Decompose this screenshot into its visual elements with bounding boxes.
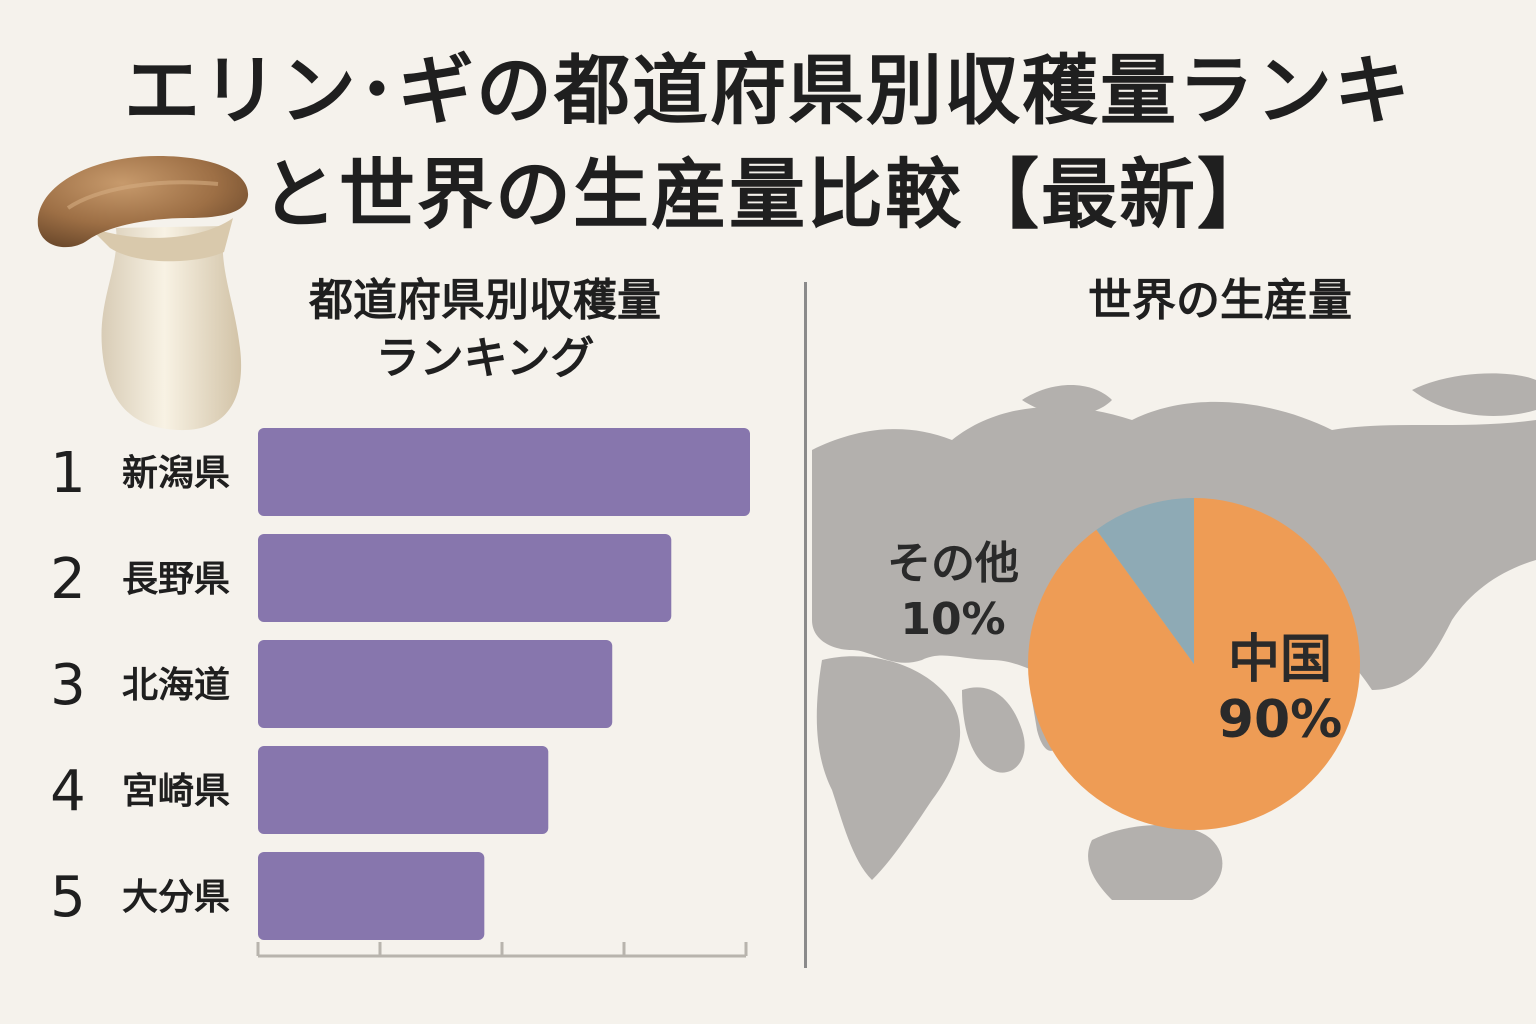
pie-slice-other: [1096, 498, 1194, 664]
rank-number: 3: [50, 653, 86, 718]
prefecture-label: 宮崎県: [122, 771, 230, 812]
rank-number: 1: [50, 441, 86, 506]
ranking-heading-line-1: 都道府県別収穫量: [309, 275, 661, 326]
ranking-heading: 都道府県別収穫量 ランキング: [250, 272, 720, 388]
bar-5: [258, 852, 485, 940]
rank-number: 5: [50, 865, 86, 930]
bar-3: [258, 640, 613, 728]
prefecture-label: 北海道: [122, 665, 230, 706]
rank-number: 2: [50, 547, 86, 612]
pie-label-other-value: 10%: [900, 594, 1006, 645]
world-production-heading: 世界の生産量: [1088, 275, 1352, 326]
section-divider: [804, 282, 807, 968]
bar-1: [258, 428, 750, 516]
world-production-pie-chart: [1028, 498, 1360, 830]
ranking-bar-chart: 1 新潟県 2 長野県 3 北海道 4 宮崎県 5 大分県: [50, 428, 750, 958]
pie-label-china-value: 90%: [1217, 690, 1343, 750]
pie-label-china: 中国 90%: [1200, 630, 1360, 750]
pie-label-other-name: その他: [887, 538, 1019, 589]
prefecture-label: 新潟県: [122, 453, 230, 494]
bar-4: [258, 746, 549, 834]
rank-number: 4: [50, 759, 86, 824]
ranking-heading-line-2: ランキング: [375, 333, 595, 384]
pie-label-china-name: 中国: [1227, 630, 1332, 690]
page-title-line-1: エリン･ギの都道府県別収穫量ランキ: [124, 46, 1412, 135]
prefecture-label: 長野県: [122, 559, 230, 600]
prefecture-label: 大分県: [122, 877, 230, 918]
pie-label-other: その他 10%: [868, 536, 1038, 648]
bar-2: [258, 534, 672, 622]
page-title-line-2: と世界の生産量比較【最新】: [261, 150, 1275, 239]
mushroom-illustration-icon: [37, 156, 249, 431]
